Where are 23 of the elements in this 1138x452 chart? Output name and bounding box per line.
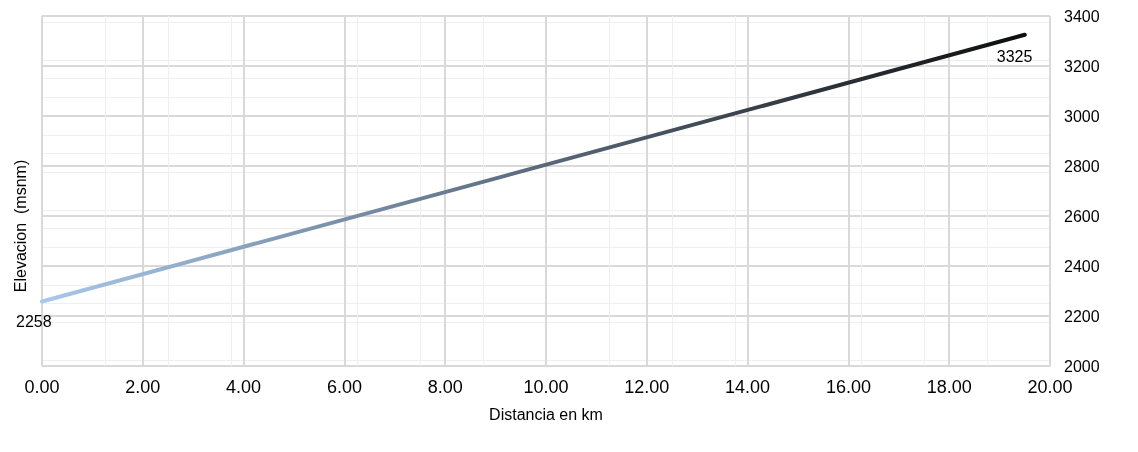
x-tick-label: 16.00 bbox=[825, 377, 871, 397]
x-tick-label: 10.00 bbox=[523, 377, 569, 397]
x-tick-label: 8.00 bbox=[427, 377, 463, 397]
data-label: 2258 bbox=[16, 313, 52, 330]
x-tick-label: 12.00 bbox=[624, 377, 670, 397]
x-axis-title: Distancia en km bbox=[489, 405, 603, 423]
y-tick-label: 2000 bbox=[1064, 357, 1100, 375]
x-tick-label: 2.00 bbox=[125, 377, 161, 397]
y-axis-title: Elevacion (msnm) bbox=[11, 159, 29, 293]
x-tick-label: 20.00 bbox=[1027, 377, 1073, 397]
x-tick-label: 6.00 bbox=[326, 377, 362, 397]
y-tick-label: 2800 bbox=[1064, 157, 1100, 175]
y-tick-label: 2200 bbox=[1064, 307, 1100, 325]
x-tick-label: 14.00 bbox=[725, 377, 771, 397]
y-tick-label: 2600 bbox=[1064, 207, 1100, 225]
x-tick-label: 18.00 bbox=[926, 377, 972, 397]
y-tick-label: 3400 bbox=[1064, 7, 1100, 25]
x-tick-label: 4.00 bbox=[226, 377, 262, 397]
y-tick-label: 3200 bbox=[1064, 57, 1100, 75]
y-tick-label: 2400 bbox=[1064, 257, 1100, 275]
data-label: 3325 bbox=[996, 48, 1033, 66]
x-tick-label: 0.00 bbox=[24, 377, 60, 397]
y-tick-label: 3000 bbox=[1064, 107, 1100, 125]
